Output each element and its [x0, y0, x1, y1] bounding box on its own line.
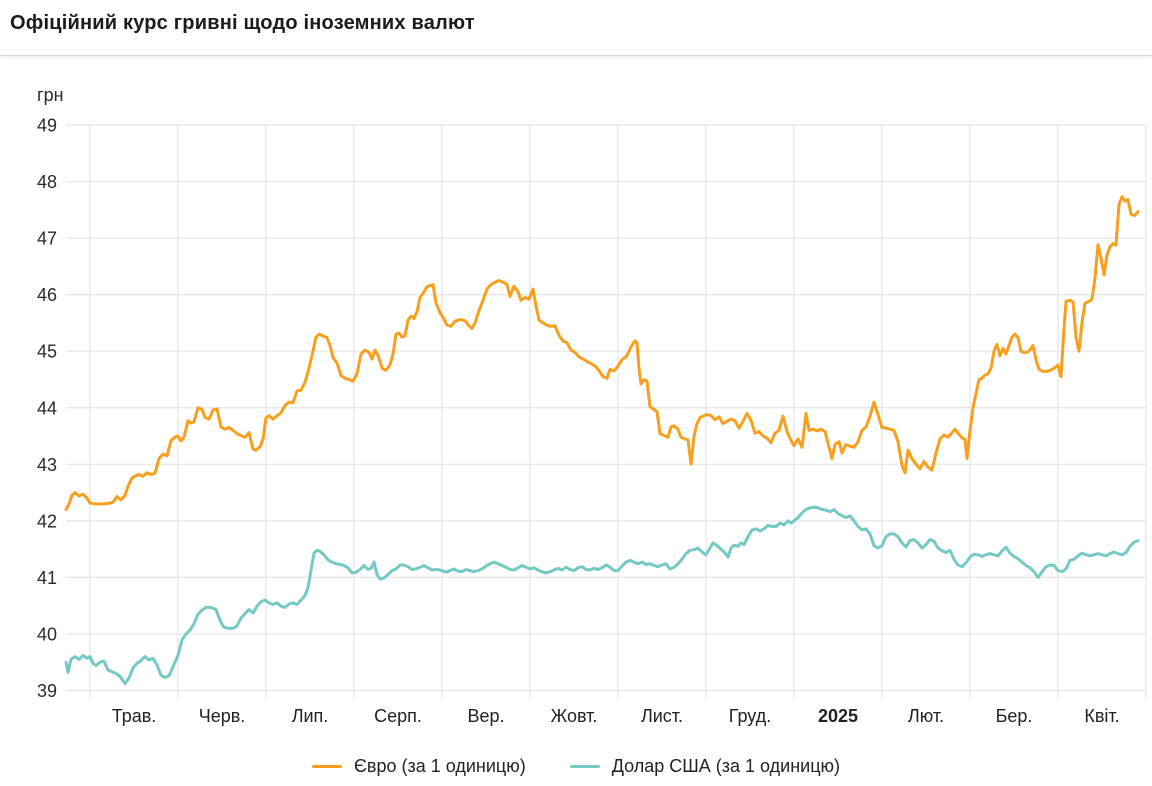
x-axis-tick-label: Квіт.	[1084, 706, 1119, 726]
x-axis-tick-label: Лист.	[641, 706, 683, 726]
y-axis-tick-label: 42	[37, 511, 57, 531]
y-axis-tick-label: 45	[37, 342, 57, 362]
x-axis-tick-label: Бер.	[996, 706, 1033, 726]
euro-series-line	[64, 195, 1140, 511]
x-axis-tick-label: Жовт.	[551, 706, 598, 726]
y-axis-tick-label: 46	[37, 285, 57, 305]
x-axis-tick-label: Груд.	[729, 706, 771, 726]
x-axis-tick-label: Лют.	[908, 706, 944, 726]
x-axis-tick-label: Трав.	[112, 706, 157, 726]
x-axis-tick-label: 2025	[818, 706, 858, 726]
chart-title: Офіційний курс гривні щодо іноземних вал…	[10, 12, 475, 34]
y-axis-tick-label: 48	[37, 172, 57, 192]
x-axis-tick-label: Лип.	[292, 706, 329, 726]
legend-item-euro[interactable]: Євро (за 1 одиницю)	[311, 755, 526, 777]
euro-line-swatch-icon	[311, 764, 342, 768]
y-axis-unit-label: грн	[37, 85, 64, 105]
y-axis-tick-label: 39	[37, 681, 57, 701]
y-axis-tick-label: 44	[37, 398, 57, 418]
legend-label-euro: Євро (за 1 одиницю)	[353, 755, 526, 776]
x-axis-tick-label: Черв.	[199, 706, 246, 726]
y-axis-tick-label: 47	[37, 229, 57, 249]
chart-legend: Євро (за 1 одиницю) Долар США (за 1 один…	[0, 748, 1152, 784]
y-axis-tick-label: 41	[37, 568, 57, 588]
y-axis-tick-label: 40	[37, 624, 57, 644]
usd-series-line	[64, 505, 1140, 686]
legend-label-usd: Долар США (за 1 одиницю)	[611, 755, 841, 776]
usd-line-swatch-icon	[569, 764, 600, 768]
chart-area: 39 40 41 42 43 44 45 46 47 48 49 грн Трав. Черв. Лип. С…	[0, 56, 1152, 746]
page-header: Офіційний курс гривні щодо іноземних вал…	[0, 0, 1152, 56]
x-axis-tick-label: Серп.	[374, 706, 422, 726]
x-axis-tick-label: Вер.	[467, 706, 504, 726]
exchange-rate-line-chart[interactable]: 39 40 41 42 43 44 45 46 47 48 49 грн Трав. Черв. Лип. С…	[0, 56, 1152, 746]
y-axis-tick-label: 43	[37, 455, 57, 475]
legend-item-usd[interactable]: Долар США (за 1 одиницю)	[569, 755, 841, 777]
y-axis-tick-label: 49	[37, 116, 57, 136]
